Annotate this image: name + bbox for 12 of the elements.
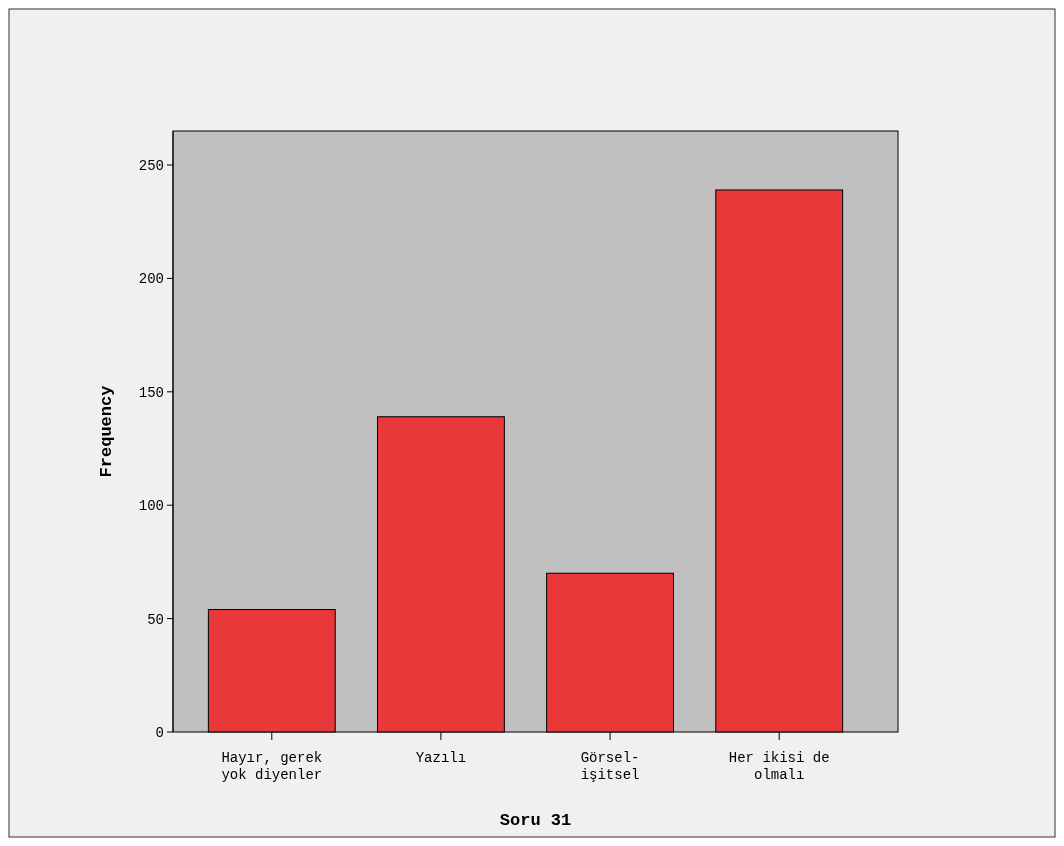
y-tick-label: 200 bbox=[138, 271, 164, 288]
y-tick-label: 0 bbox=[155, 724, 164, 741]
x-tick-label: Her ikisi de olmalı bbox=[728, 750, 830, 783]
y-axis-title: Frequency bbox=[97, 385, 116, 478]
x-tick-label: Hayır, gerek yok diyenler bbox=[221, 750, 323, 783]
y-tick-label: 50 bbox=[147, 611, 164, 628]
y-tick-label: 150 bbox=[138, 384, 164, 401]
x-tick-label: Yazılı bbox=[415, 750, 467, 766]
y-tick-label: 250 bbox=[138, 157, 164, 174]
x-axis-title: Soru 31 bbox=[499, 811, 572, 830]
y-tick-label: 100 bbox=[138, 498, 164, 515]
x-tick-label: Görsel-işitsel bbox=[580, 750, 640, 783]
